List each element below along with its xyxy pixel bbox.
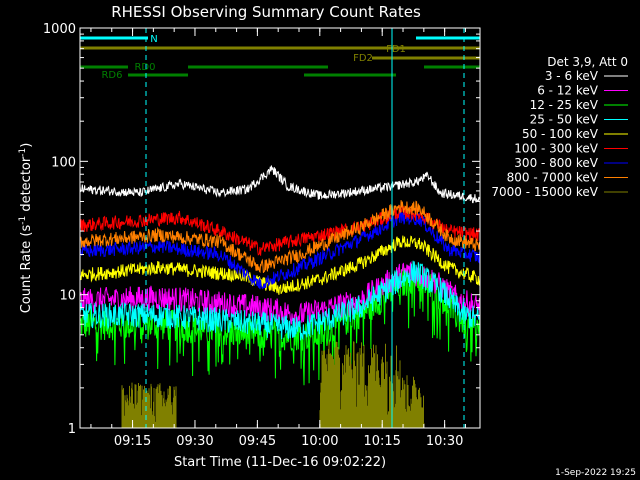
flag-bar-label: RD6 (101, 70, 122, 81)
legend-label: 6 - 12 keV (537, 84, 599, 98)
y-axis-label-sup2: -1 (18, 148, 28, 157)
legend-label: 300 - 800 keV (514, 156, 598, 170)
y-tick-label: 1 (68, 422, 76, 437)
legend-label: 12 - 25 keV (530, 98, 599, 112)
burst-segment (399, 375, 425, 428)
flag-bar-label: FD2 (353, 53, 373, 64)
series-line (79, 204, 481, 256)
plot-frame (79, 27, 481, 429)
legend-header: Det 3,9, Att 0 (547, 55, 628, 69)
legend-label: 3 - 6 keV (545, 69, 599, 83)
y-axis-label: Count Rate (s-1 detector-1) (18, 143, 34, 314)
y-tick-label: 1000 (43, 22, 76, 37)
x-tick-label: 10:15 (363, 434, 400, 449)
x-axis-ticks: 09:15 09:30 09:45 10:00 10:15 10:30 (90, 28, 466, 449)
legend-label: 800 - 7000 keV (507, 171, 599, 185)
y-axis-label-tail: detector (19, 156, 34, 216)
flag-bars: N FD1 FD2 RD0 RD6 (80, 34, 480, 81)
flag-bar-label: N (150, 34, 157, 45)
y-tick-label: 100 (51, 155, 76, 170)
flag-bar-label: RD0 (134, 62, 155, 73)
legend-label: 25 - 50 keV (530, 113, 599, 127)
x-tick-label: 10:00 (301, 434, 338, 449)
x-tick-label: 10:30 (426, 434, 463, 449)
series-line (79, 165, 481, 204)
legend-label: 7000 - 15000 keV (491, 185, 598, 199)
y-tick-label: 10 (59, 289, 76, 304)
series-line (79, 260, 481, 341)
chart-title: RHESSI Observing Summary Count Rates (111, 3, 421, 21)
legend-label: 100 - 300 keV (514, 142, 598, 156)
series-line (79, 210, 481, 290)
series-line (79, 235, 481, 295)
y-axis-label-close: ) (19, 143, 34, 148)
series-layer (79, 165, 481, 428)
y-axis-ticks: 1 10 100 1000 (43, 22, 480, 437)
flag-bar-label: FD1 (386, 44, 406, 55)
legend-label: 50 - 100 keV (522, 127, 599, 141)
x-axis-label: Start Time (11-Dec-16 09:02:22) (174, 455, 386, 470)
y-axis-label-main: Count Rate (s (19, 225, 34, 314)
y-axis-label-sup: -1 (18, 216, 28, 225)
x-tick-label: 09:30 (176, 434, 213, 449)
x-tick-label: 09:45 (239, 434, 276, 449)
series-line (79, 200, 480, 274)
event-lines (145, 28, 465, 428)
footer-date: 1-Sep-2022 19:25 (555, 468, 636, 478)
x-tick-label: 09:15 (114, 434, 151, 449)
